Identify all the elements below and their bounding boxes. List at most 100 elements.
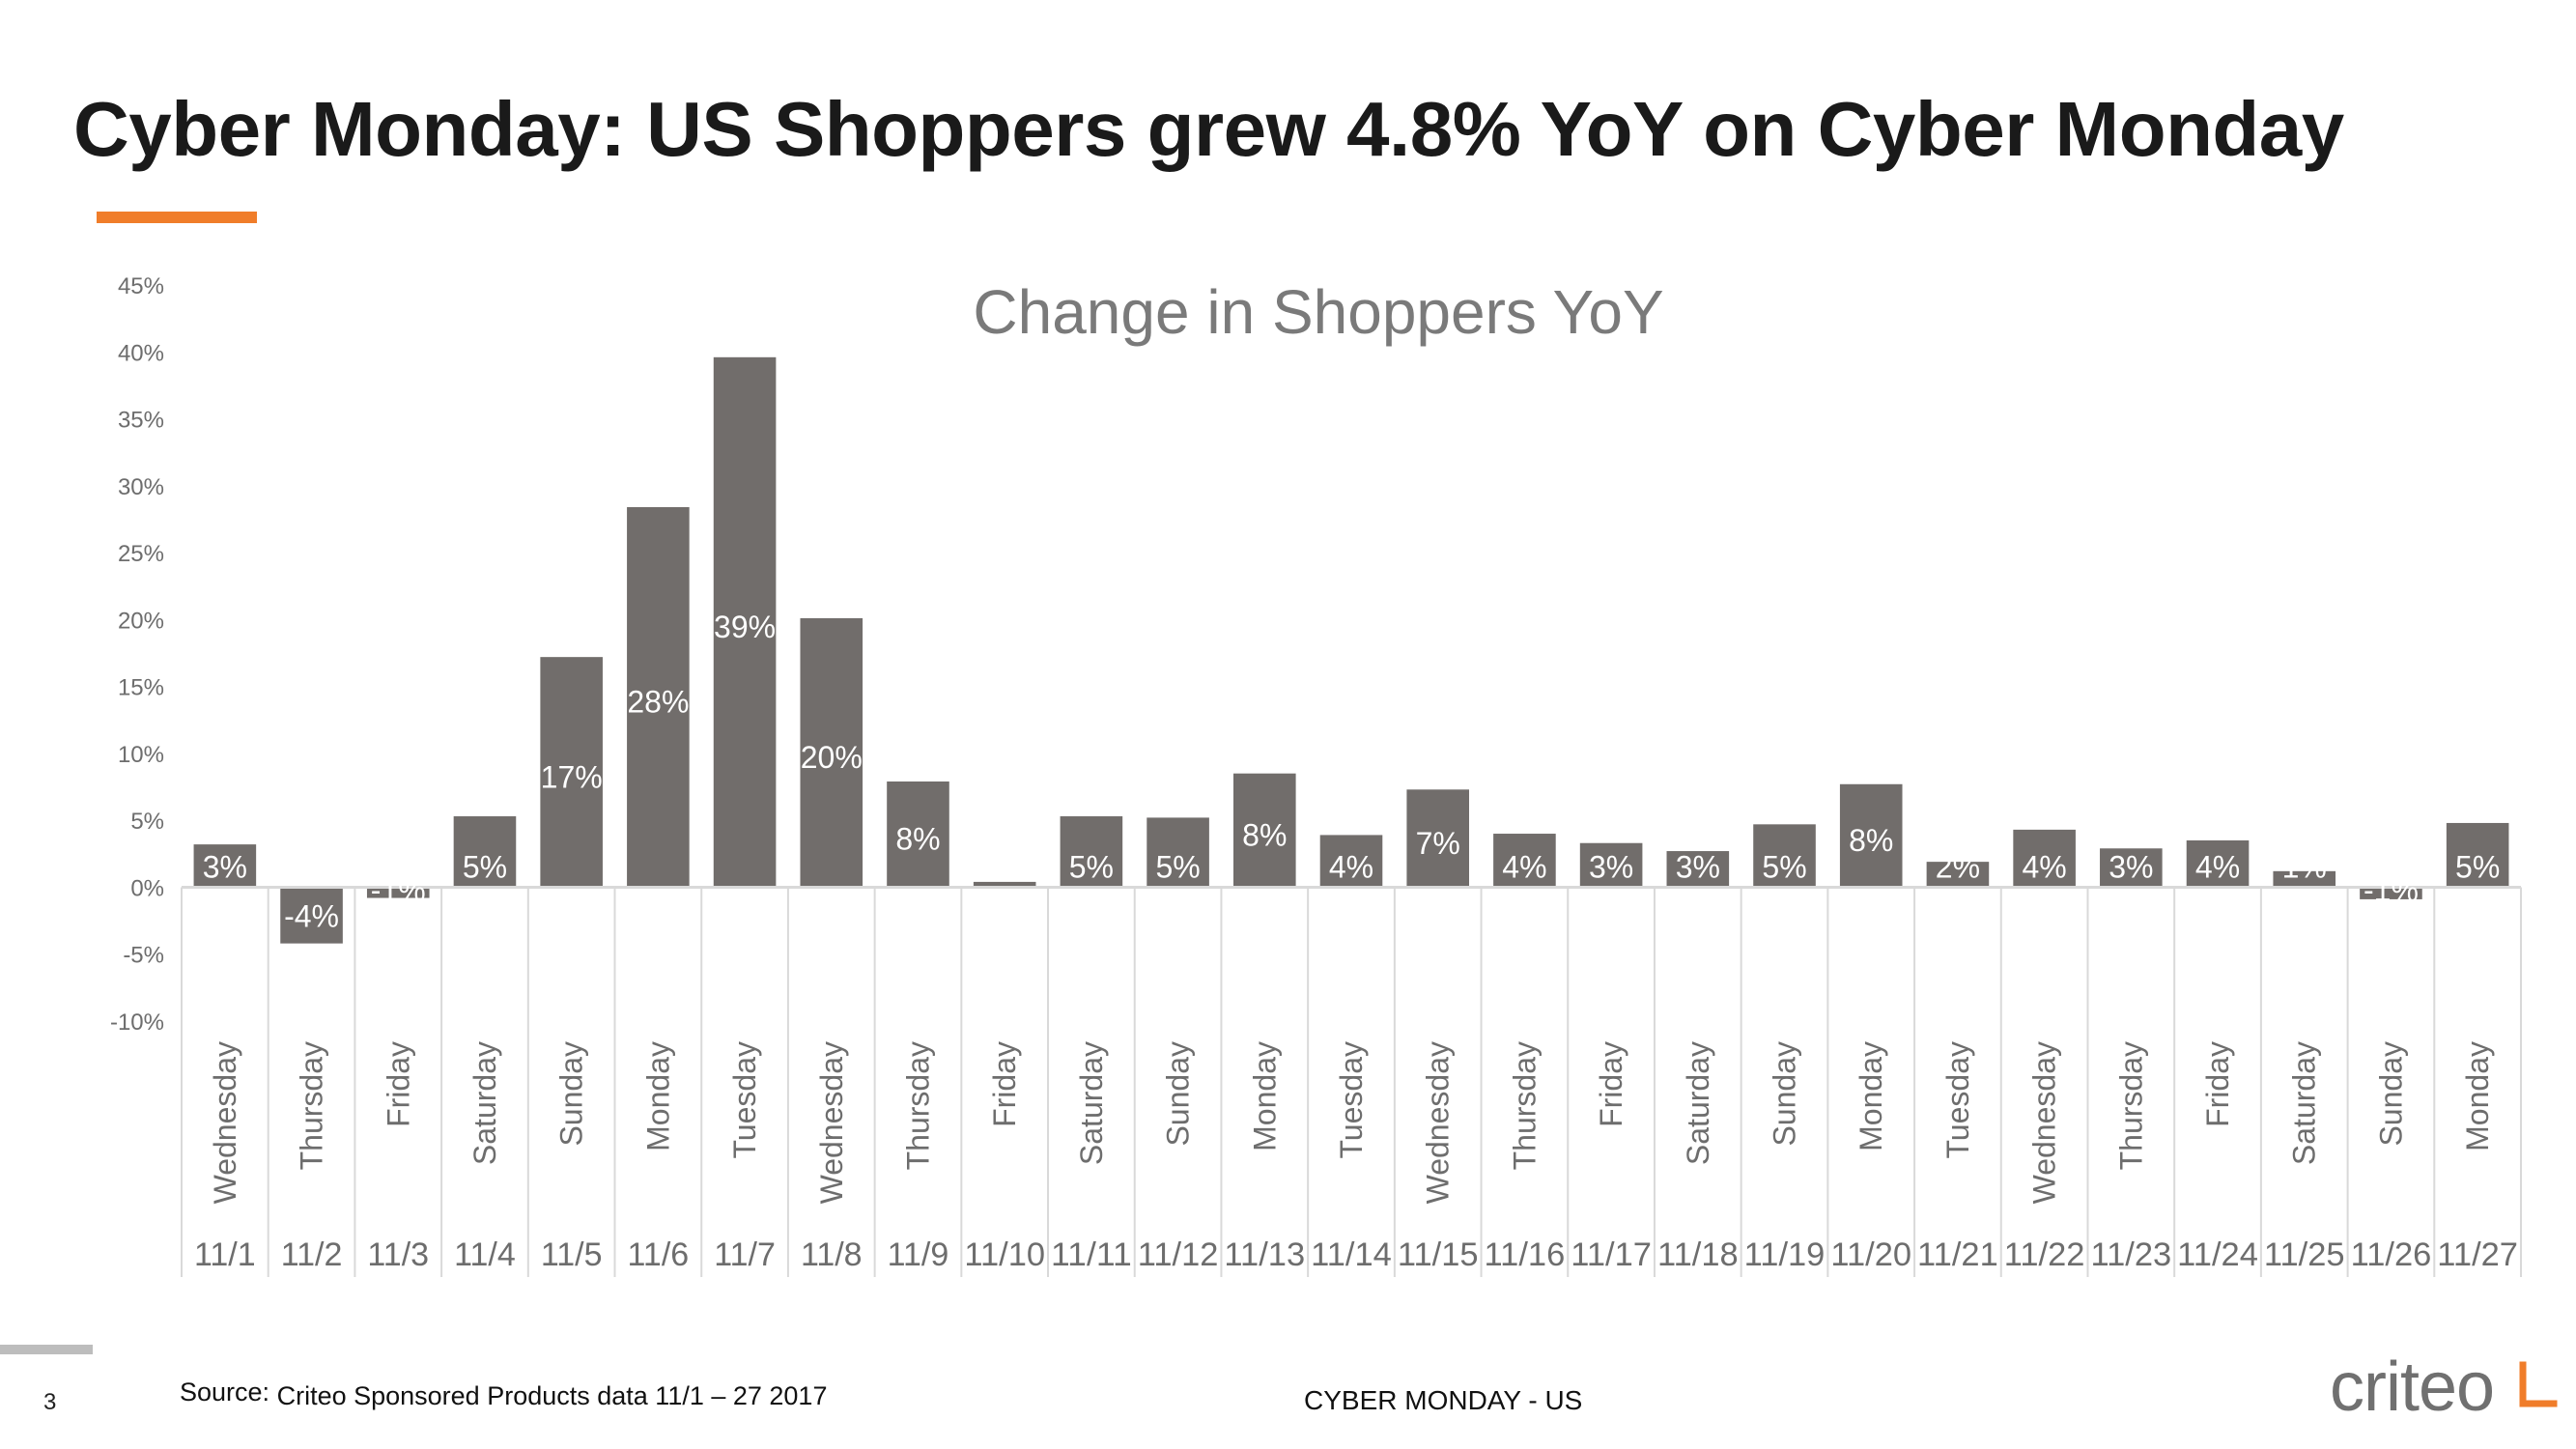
bar-11/10 (973, 881, 1036, 888)
bar-11/3 (366, 887, 430, 898)
weekday-label: Sunday (2373, 1041, 2408, 1147)
weekday-label: Wednesday (1421, 1041, 1456, 1204)
bar-11/22 (2013, 829, 2076, 888)
bar-11/2 (280, 887, 343, 944)
bar-11/9 (887, 781, 949, 888)
data-label: 8% (1849, 823, 1893, 858)
date-label: 11/22 (2004, 1236, 2085, 1273)
data-label: 4% (1329, 849, 1373, 884)
weekday-label: Sunday (1161, 1041, 1196, 1147)
weekday-label: Wednesday (814, 1041, 849, 1204)
bar-chart: Change in Shoppers YoY 45% 40% 35% 30% 25% 20… (110, 273, 2522, 1277)
data-label: 0% (982, 849, 1027, 884)
footer-rule (0, 1345, 93, 1354)
source-text: Criteo Sponsored Products data 11/1 – 27… (276, 1381, 828, 1410)
weekday-label: Friday (1594, 1041, 1628, 1127)
y-tick-label: -5% (123, 943, 164, 969)
bar-11/14 (1319, 835, 1383, 888)
data-label: 4% (2023, 849, 2067, 884)
bar-11/5 (540, 657, 603, 888)
data-label: 4% (1502, 849, 1546, 884)
weekday-label: Sunday (1768, 1041, 1802, 1147)
page-number: 3 (43, 1389, 57, 1415)
date-label: 11/3 (367, 1236, 429, 1273)
weekday-label: Monday (2460, 1041, 2495, 1151)
weekday-label: Saturday (2287, 1041, 2322, 1165)
data-label: 5% (1762, 849, 1806, 884)
date-label: 11/1 (194, 1236, 256, 1273)
weekday-label: Thursday (2113, 1041, 2148, 1170)
weekday-label: Monday (640, 1041, 675, 1151)
data-label: 7% (1416, 826, 1460, 861)
data-label: -1% (2364, 872, 2419, 907)
date-label: 11/11 (1051, 1236, 1132, 1273)
bar-11/18 (1666, 851, 1730, 888)
bar-11/8 (800, 617, 863, 888)
data-label: 2% (1936, 849, 1980, 884)
date-label: 11/7 (714, 1236, 776, 1273)
y-tick-label: 45% (118, 273, 164, 299)
bar-data-labels: 3% -4% -1% 5% 17% 28% 39% 20% 8% 0% 5% 5% 8% 4% 7% 4% 3%… (203, 610, 2501, 933)
y-tick-label: 25% (118, 541, 164, 567)
weekday-label: Saturday (1681, 1041, 1715, 1165)
date-label: 11/2 (281, 1236, 343, 1273)
weekday-label: Saturday (1074, 1041, 1109, 1165)
data-label: 4% (2195, 849, 2240, 884)
bar-11/16 (1493, 834, 1556, 888)
bar-11/11 (1060, 816, 1123, 888)
date-label: 11/20 (1830, 1236, 1911, 1273)
weekday-label: Thursday (295, 1041, 329, 1170)
slide-title: Cyber Monday: US Shoppers grew 4.8% YoY … (73, 86, 2344, 172)
data-label: 5% (2455, 849, 2500, 884)
data-label: 1% (2282, 849, 2327, 884)
bar-11/24 (2186, 839, 2250, 888)
data-label: 8% (895, 822, 940, 857)
weekday-label: Thursday (1507, 1041, 1542, 1170)
weekday-label: Wednesday (2027, 1041, 2062, 1204)
date-label: 11/24 (2177, 1236, 2258, 1273)
date-label: 11/9 (888, 1236, 949, 1273)
weekday-label: Friday (381, 1041, 415, 1127)
weekday-label: Friday (987, 1041, 1022, 1127)
data-label: 17% (541, 759, 603, 794)
date-label: 11/17 (1571, 1236, 1652, 1273)
date-label: 11/19 (1744, 1236, 1826, 1273)
source-note: Source: Criteo Sponsored Products data 1… (180, 1378, 828, 1411)
bar-11/25 (2273, 870, 2336, 888)
y-tick-label: 35% (118, 408, 164, 434)
weekday-label: Saturday (467, 1041, 502, 1165)
y-tick-label: -10% (110, 1009, 164, 1036)
bar-11/4 (453, 816, 517, 888)
chart-title: Change in Shoppers YoY (973, 277, 1663, 347)
y-tick-label: 0% (130, 875, 164, 901)
y-tick-label: 20% (118, 608, 164, 634)
data-label: 5% (1069, 849, 1114, 884)
bar-11/20 (1839, 783, 1903, 888)
bar-11/12 (1146, 817, 1209, 888)
bar-11/26 (2360, 887, 2422, 899)
bars (193, 356, 2509, 944)
y-tick-label: 40% (118, 340, 164, 366)
bar-11/15 (1406, 789, 1469, 888)
criteo-logo: criteo (2330, 1348, 2558, 1426)
date-label: 11/26 (2351, 1236, 2432, 1273)
date-label: 11/6 (628, 1236, 690, 1273)
bar-11/27 (2446, 822, 2509, 888)
data-label: 20% (801, 740, 863, 775)
data-label: 39% (714, 610, 776, 644)
data-label: 3% (2109, 849, 2153, 884)
y-tick-label: 15% (118, 675, 164, 701)
y-tick-label: 10% (118, 742, 164, 768)
weekday-label: Wednesday (208, 1041, 242, 1204)
y-axis-ticks: 45% 40% 35% 30% 25% 20% 15% 10% 5% 0% -5% -10% (110, 273, 164, 1036)
bar-11/7 (713, 356, 777, 888)
date-label: 11/16 (1485, 1236, 1566, 1273)
bar-11/17 (1579, 842, 1643, 888)
data-label: 5% (1155, 849, 1200, 884)
date-label: 11/27 (2437, 1236, 2518, 1273)
data-label: -4% (284, 899, 339, 934)
bar-11/21 (1926, 862, 1990, 888)
date-label: 11/25 (2264, 1236, 2345, 1273)
date-label: 11/5 (541, 1236, 603, 1273)
logo-mark-icon (2519, 1361, 2558, 1407)
